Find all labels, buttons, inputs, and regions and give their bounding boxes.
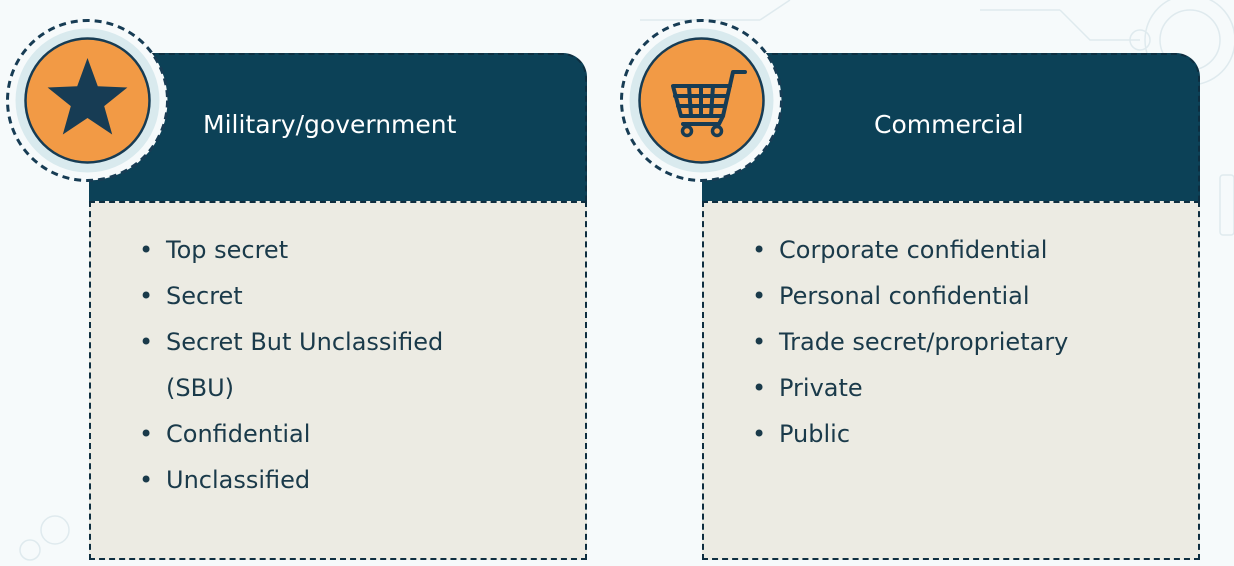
list-item: Unclassified [139,457,496,503]
list-item: Confidential [139,411,496,457]
list-item: Secret But Unclassified (SBU) [139,319,496,411]
classification-list: Corporate confidential Personal confiden… [752,227,1068,457]
card-title: Commercial [874,110,1024,139]
list-item: Top secret [139,227,496,273]
shopping-cart-icon [620,19,783,182]
list-item: Secret [139,273,496,319]
list-item: Private [752,365,1068,411]
commercial-card: Commercial Corporate confidential Person… [702,53,1200,560]
shopping-cart-badge [619,18,784,183]
list-item: Public [752,411,1068,457]
star-badge [5,18,170,183]
card-title: Military/government [203,110,457,139]
card-header: Military/government [89,53,587,201]
list-item: Corporate confidential [752,227,1068,273]
military-government-card: Military/government Top secret Secret Se… [89,53,587,560]
list-item: Personal confidential [752,273,1068,319]
list-item: Trade secret/proprietary [752,319,1068,365]
star-icon [6,19,169,182]
classification-list: Top secret Secret Secret But Unclassifie… [139,227,496,503]
card-body: Corporate confidential Personal confiden… [702,201,1200,560]
card-body: Top secret Secret Secret But Unclassifie… [89,201,587,560]
card-header: Commercial [702,53,1200,201]
